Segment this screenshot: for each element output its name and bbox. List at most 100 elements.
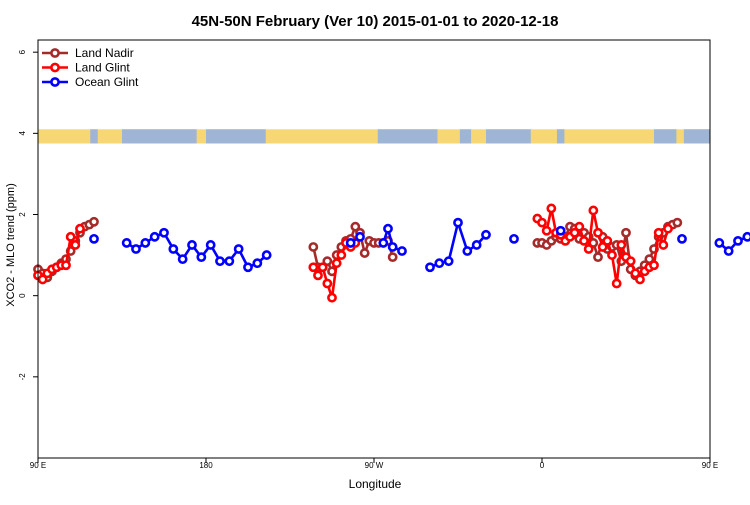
landmask-ocean — [459, 129, 472, 144]
plot-series — [33, 203, 750, 303]
legend-item-land-glint: Land Glint — [42, 61, 130, 75]
y-axis-label: XCO2 - MLO trend (ppm) — [5, 183, 17, 306]
legend-swatch-marker — [50, 62, 60, 73]
land-glint-point — [597, 242, 608, 252]
land-glint-point — [336, 250, 347, 260]
ocean-glint-point — [462, 246, 473, 256]
ocean-glint-point — [723, 246, 734, 256]
y-tick-label: 0 — [18, 293, 27, 298]
legend-swatch-marker — [50, 48, 60, 58]
land-nadir-point — [672, 217, 683, 228]
ocean-glint-point — [383, 223, 393, 234]
land-glint-point — [574, 221, 585, 232]
land-glint-point — [658, 240, 669, 250]
land-glint-point — [583, 244, 594, 254]
series-land-glint — [33, 203, 673, 303]
ocean-glint-point — [733, 235, 743, 246]
ocean-glint-point — [714, 238, 725, 248]
x-axis-label: Longitude — [349, 477, 402, 491]
land-glint-point — [593, 227, 603, 238]
land-nadir-point — [350, 221, 361, 232]
ocean-glint-point — [453, 217, 463, 228]
y-tick-label: 4 — [18, 131, 27, 136]
x-tick-label: 0 — [540, 461, 545, 470]
x-tick-label: 90 E — [30, 461, 46, 470]
ocean-glint-point — [555, 225, 566, 236]
landmask-band — [38, 129, 710, 144]
land-nadir-point — [322, 256, 333, 267]
ocean-glint-line — [382, 227, 403, 253]
land-nadir-point — [359, 248, 370, 258]
ocean-glint-point — [387, 242, 398, 252]
ocean-glint-point — [187, 240, 197, 250]
land-nadir-point — [621, 227, 631, 238]
land-glint-point — [616, 240, 627, 250]
land-glint-point — [75, 223, 85, 234]
ocean-glint-point — [252, 258, 263, 269]
ocean-glint-point — [149, 231, 160, 242]
land-glint-point — [61, 260, 71, 271]
land-glint-point — [546, 203, 557, 214]
land-glint-point — [313, 270, 323, 281]
x-tick-label: 90 W — [365, 461, 384, 470]
land-glint-point — [588, 205, 599, 216]
land-glint-point — [317, 262, 328, 273]
ocean-glint-point — [677, 233, 687, 244]
land-glint-point — [331, 258, 342, 269]
landmask-ocean — [206, 129, 266, 144]
landmask-ocean — [122, 129, 197, 144]
land-nadir-point — [387, 252, 398, 263]
land-glint-point — [322, 278, 333, 289]
y-tick-label: -2 — [18, 373, 27, 381]
legend-label: Ocean Glint — [75, 75, 139, 89]
ocean-glint-point — [355, 231, 365, 242]
landmask-ocean — [556, 129, 565, 144]
land-nadir-point — [593, 252, 603, 263]
land-glint-point — [607, 250, 617, 260]
land-glint-point — [611, 278, 622, 289]
ocean-glint-point — [140, 238, 151, 248]
land-glint-point — [308, 262, 319, 273]
ocean-glint-point — [481, 229, 491, 240]
ocean-glint-point — [397, 246, 407, 256]
landmask-ocean — [486, 129, 531, 144]
ocean-glint-point — [471, 240, 482, 250]
ocean-glint-point — [131, 244, 141, 254]
y-tick-label: 6 — [18, 49, 27, 54]
ocean-glint-point — [196, 252, 207, 263]
landmask-ocean — [683, 129, 710, 144]
legend-item-land-nadir: Land Nadir — [42, 46, 134, 60]
landmask-ocean — [90, 129, 98, 144]
land-glint-point — [602, 235, 613, 246]
axes: 90 E 180 90 W 0 90 E -2 0 2 4 6 — [18, 49, 718, 470]
land-glint-point — [569, 227, 580, 238]
land-glint-point — [649, 260, 659, 271]
land-glint-point — [625, 256, 636, 267]
legend-item-ocean-glint: Ocean Glint — [42, 75, 139, 89]
ocean-glint-point — [233, 244, 244, 254]
land-glint-point — [630, 268, 641, 279]
x-tick-label: 90 E — [702, 461, 718, 470]
ocean-glint-point — [425, 262, 435, 273]
ocean-glint-point — [742, 231, 750, 242]
land-glint-point — [541, 225, 552, 236]
ocean-glint-point — [378, 238, 389, 248]
ocean-glint-point — [177, 254, 188, 265]
legend-label: Land Glint — [75, 61, 130, 75]
ocean-glint-point — [345, 238, 356, 248]
ocean-glint-point — [434, 258, 445, 269]
landmask-ocean — [377, 129, 438, 144]
ocean-glint-point — [168, 244, 179, 254]
ocean-glint-point — [215, 256, 225, 267]
legend-swatch-marker — [50, 77, 60, 87]
land-glint-point — [579, 235, 589, 246]
ocean-glint-point — [261, 250, 272, 260]
land-glint-point — [37, 274, 48, 285]
land-glint-point — [70, 240, 81, 250]
ocean-glint-point — [224, 256, 235, 267]
series-ocean-glint — [89, 217, 750, 273]
land-nadir-point — [89, 216, 99, 227]
land-glint-point — [653, 227, 664, 238]
